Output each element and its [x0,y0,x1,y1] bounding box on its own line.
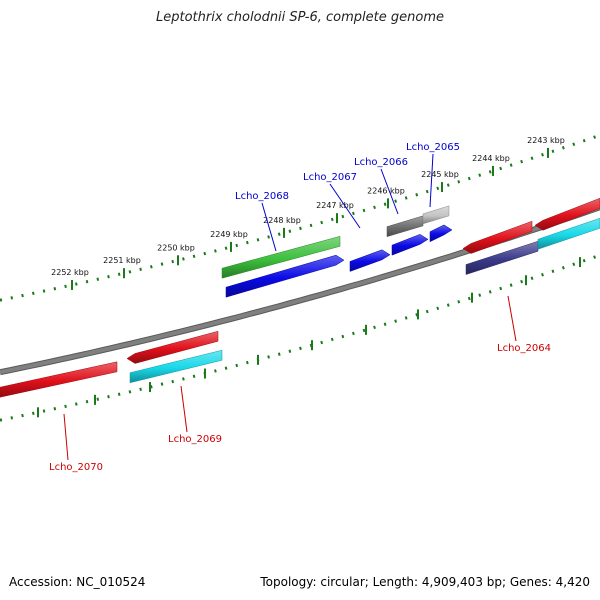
gene-label-bottom: Lcho_2069 [168,434,222,445]
gene-lcho-2070 [0,361,118,398]
scale-label: 2249 kbp [210,230,248,239]
outer-tick-ring [0,133,600,302]
gene-lcho-2066 [391,234,429,256]
gene-leader-top [329,183,361,229]
gene-lcho-2068-outer [221,235,341,279]
gene-lcho-2065 [429,224,453,243]
inner-tick-ring [0,253,600,422]
gene-label-top: Lcho_2065 [406,142,460,153]
map-title: Leptothrix cholodnii SP-6, complete geno… [156,10,444,25]
gene-leader-top [380,168,399,215]
gene-lcho-2069 [126,330,219,364]
gene-lcho-2064 [465,240,539,275]
gene-lcho-2068 [225,254,345,298]
gene-gray-1 [386,215,424,238]
gene-lcho-2067 [349,249,391,272]
scale-label: 2247 kbp [316,201,354,210]
gene-label-bottom: Lcho_2070 [49,462,103,473]
gene-lcho-2069-inner [129,349,223,384]
scale-label: 2252 kbp [51,268,89,277]
scale-label: 2250 kbp [157,243,195,252]
genome-summary-text: Topology: circular; Length: 4,909,403 bp… [260,575,590,589]
gene-leader-top [261,202,277,252]
scale-label: 2243 kbp [527,136,565,145]
gene-red-right-1 [462,220,533,254]
gene-leader-top [429,153,434,208]
gene-label-bottom: Lcho_2064 [497,343,551,354]
scale-label: 2248 kbp [263,216,301,225]
gene-label-top: Lcho_2068 [235,191,289,202]
gene-red-right-2 [534,197,600,231]
gene-label-top: Lcho_2066 [354,157,408,168]
gene-cyan-right [537,217,600,250]
scale-label: 2246 kbp [367,186,405,195]
scale-label: 2251 kbp [103,256,141,265]
accession-text: Accession: NC_010524 [9,575,146,589]
gene-leader-bottom [180,385,188,433]
gene-leader-bottom [63,413,69,461]
scale-label: 2244 kbp [472,154,510,163]
gene-leader-bottom [507,295,517,342]
scale-label: 2245 kbp [421,170,459,179]
gene-gray-2 [422,205,450,225]
gene-label-top: Lcho_2067 [303,172,357,183]
